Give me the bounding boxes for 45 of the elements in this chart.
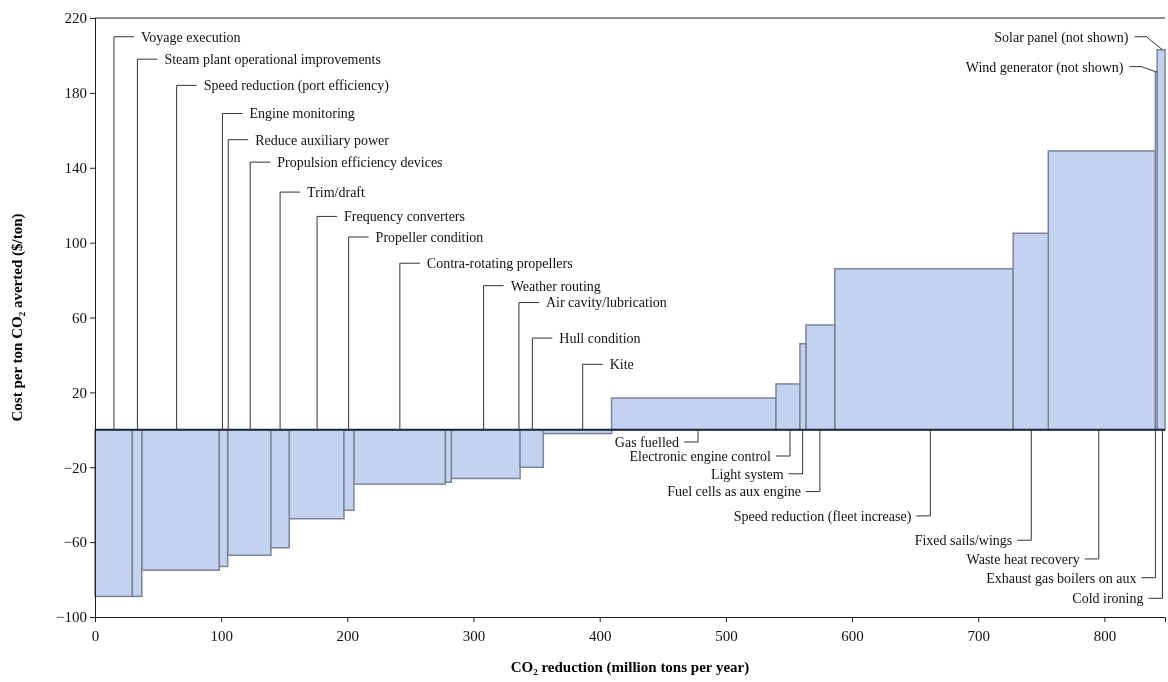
x-tick-label: 800	[1093, 627, 1117, 644]
annotation: Waste heat recovery	[966, 551, 1080, 567]
y-tick-label: 140	[64, 160, 87, 177]
annotation: Engine monitoring	[249, 106, 355, 122]
annotation: Speed reduction (fleet increase)	[733, 508, 912, 525]
annotation: Propulsion efficiency devices	[277, 155, 443, 171]
annotation: Frequency converters	[344, 209, 465, 225]
annotation: Steam plant operational improvements	[164, 52, 381, 68]
y-tick-label: 220	[64, 10, 87, 27]
x-tick-label: 200	[336, 627, 360, 644]
annotation: Cold ironing	[1072, 591, 1144, 607]
annotation: Kite	[609, 357, 634, 373]
x-tick-label: 400	[588, 627, 612, 644]
annotation: Solar panel (not shown)	[994, 29, 1129, 46]
y-tick-label: 20	[72, 384, 87, 401]
annotation: Weather routing	[510, 278, 601, 294]
x-tick-label: 300	[462, 627, 486, 644]
y-tick-label: −60	[63, 534, 87, 551]
annotation: Electronic engine control	[629, 448, 772, 464]
annotation: Voyage execution	[140, 29, 241, 45]
x-tick-label: 600	[841, 627, 864, 644]
annotation: Air cavity/lubrication	[545, 295, 667, 311]
y-tick-label: 60	[72, 309, 87, 326]
annotation: Gas fuelled	[614, 434, 680, 450]
annotation: Exhaust gas boilers on aux	[986, 570, 1137, 586]
annotation: Fuel cells as aux engine	[667, 484, 801, 500]
annotation: Wind generator (not shown)	[965, 59, 1124, 76]
x-tick-label: 700	[967, 627, 990, 644]
annotation: Contra-rotating propellers	[426, 256, 573, 272]
y-tick-label: 100	[64, 234, 87, 251]
annotation: Reduce auxiliary power	[255, 132, 390, 148]
x-tick-label: 100	[210, 627, 233, 644]
annotation: Trim/draft	[307, 184, 366, 200]
annotation: Light system	[710, 466, 784, 482]
x-tick-label: 0	[91, 627, 100, 644]
annotation: Propeller condition	[375, 229, 484, 245]
x-axis-title: CO₂ reduction (million tons per year)	[510, 659, 750, 676]
x-tick-label: 500	[715, 627, 738, 644]
annotation: Hull condition	[559, 330, 641, 346]
annotation: Speed reduction (port efficiency)	[203, 78, 390, 95]
y-tick-label: −100	[56, 609, 87, 626]
y-axis-title: Cost per ton CO₂ averted ($/ton)	[9, 213, 26, 422]
y-tick-label: −20	[63, 459, 87, 476]
y-tick-label: 180	[64, 85, 87, 102]
annotation: Fixed sails/wings	[914, 533, 1013, 549]
